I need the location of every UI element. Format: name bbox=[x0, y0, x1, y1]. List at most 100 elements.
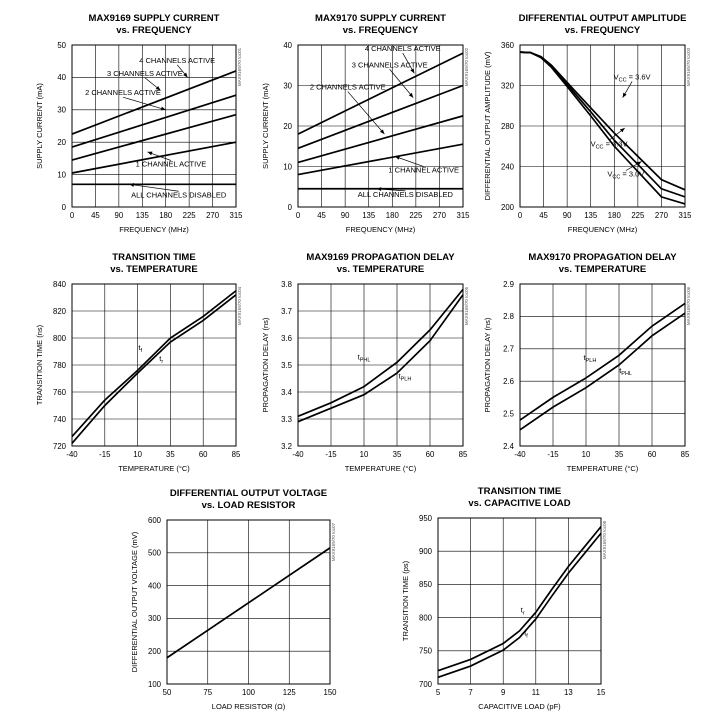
x-tick-label: 270 bbox=[433, 211, 447, 220]
x-tick-label: 0 bbox=[518, 211, 523, 220]
plot-frame bbox=[437, 517, 602, 685]
annotation-label: tf bbox=[138, 343, 142, 354]
figure-reference-code: MAX9169/70 toc02 bbox=[464, 47, 469, 86]
plot-frame bbox=[519, 283, 686, 447]
series-line-5 bbox=[297, 52, 464, 135]
annotation-label: 4 CHANNELS ACTIVE bbox=[365, 44, 441, 53]
x-axis-label: TEMPERATURE (°C) bbox=[118, 464, 190, 473]
annotation-leader bbox=[129, 183, 179, 192]
x-tick-label: 85 bbox=[681, 450, 690, 459]
annotation-leader bbox=[389, 69, 414, 98]
x-tick-label: 135 bbox=[362, 211, 376, 220]
x-tick-label: 45 bbox=[317, 211, 326, 220]
y-tick-label: 3.4 bbox=[281, 388, 293, 397]
series-line-1 bbox=[166, 547, 331, 659]
x-tick-label: 270 bbox=[206, 211, 220, 220]
x-tick-label: 45 bbox=[91, 211, 100, 220]
y-tick-label: 200 bbox=[501, 203, 515, 212]
series-line-2 bbox=[297, 143, 464, 176]
x-tick-label: 10 bbox=[133, 450, 142, 459]
y-tick-label: 800 bbox=[419, 613, 433, 622]
chart-subtitle: vs. FREQUENCY bbox=[116, 25, 192, 36]
y-tick-label: 3.6 bbox=[281, 334, 292, 343]
figure-reference-code: MAX9169/70 toc06 bbox=[686, 286, 691, 325]
annotation-arrowhead bbox=[183, 72, 188, 78]
chart-title: MAX9169 PROPAGATION DELAY bbox=[306, 252, 455, 263]
x-tick-label: 0 bbox=[70, 211, 75, 220]
y-tick-label: 3.7 bbox=[281, 307, 292, 316]
series-line-4 bbox=[71, 94, 237, 148]
y-tick-label: 10 bbox=[283, 162, 292, 171]
y-tick-label: 3.8 bbox=[281, 280, 292, 289]
annotation-label: 1 CHANNEL ACTIVE bbox=[388, 166, 459, 175]
x-tick-label: 125 bbox=[283, 688, 297, 697]
annotation-label: 3 CHANNELS ACTIVE bbox=[352, 60, 428, 69]
y-tick-label: 2.4 bbox=[503, 442, 515, 451]
annotation-arrowhead bbox=[619, 128, 625, 133]
y-tick-label: 740 bbox=[53, 415, 67, 424]
series-line-3 bbox=[71, 113, 237, 161]
annotation-arrowhead bbox=[622, 92, 627, 98]
x-tick-label: 90 bbox=[341, 211, 350, 220]
y-tick-label: 900 bbox=[419, 547, 433, 556]
y-tick-label: 850 bbox=[419, 580, 433, 589]
x-axis-label: TEMPERATURE (°C) bbox=[567, 464, 639, 473]
y-axis-label: DIFFERENTIAL OUTPUT VOLTAGE (mV) bbox=[130, 531, 139, 672]
y-tick-label: 300 bbox=[148, 614, 162, 623]
series-line-3 bbox=[519, 51, 686, 205]
annotation-label: tPLH bbox=[399, 372, 412, 383]
x-tick-label: 315 bbox=[456, 211, 470, 220]
figure-reference-code: MAX9169/70 toc01 bbox=[237, 47, 242, 86]
annotation-leader bbox=[347, 91, 385, 135]
chart-title: DIFFERENTIAL OUTPUT AMPLITUDE bbox=[519, 13, 687, 24]
y-tick-label: 3.2 bbox=[281, 442, 292, 451]
annotation-arrowhead bbox=[147, 151, 153, 156]
x-axis-label: LOAD RESISTOR (Ω) bbox=[212, 702, 286, 711]
chart-subtitle: vs. TEMPERATURE bbox=[559, 264, 646, 275]
series-line-4 bbox=[297, 84, 464, 150]
x-tick-label: 270 bbox=[655, 211, 669, 220]
chart-title: DIFFERENTIAL OUTPUT VOLTAGE bbox=[170, 488, 327, 499]
x-tick-label: 225 bbox=[631, 211, 645, 220]
chart-subtitle: vs. TEMPERATURE bbox=[110, 264, 197, 275]
y-axis-label: PROPAGATION DELAY (ns) bbox=[261, 317, 270, 412]
y-tick-label: 2.5 bbox=[503, 409, 515, 418]
x-tick-label: 90 bbox=[115, 211, 124, 220]
y-tick-label: 3.5 bbox=[281, 361, 293, 370]
x-axis-label: TEMPERATURE (°C) bbox=[345, 464, 417, 473]
y-tick-label: 320 bbox=[501, 81, 515, 90]
y-axis-label: SUPPLY CURRENT (mA) bbox=[35, 83, 44, 169]
annotation-label: tPHL bbox=[358, 353, 371, 364]
annotation-label: 2 CHANNELS ACTIVE bbox=[310, 83, 386, 92]
annotation-label: tr bbox=[159, 354, 163, 365]
x-tick-label: 7 bbox=[468, 688, 472, 697]
series-line-3 bbox=[297, 115, 464, 164]
x-tick-label: 315 bbox=[229, 211, 243, 220]
annotation-arrowhead bbox=[160, 106, 166, 111]
chart-subtitle: vs. LOAD RESISTOR bbox=[202, 500, 296, 511]
series-line-1 bbox=[437, 526, 602, 672]
x-tick-label: 5 bbox=[436, 688, 441, 697]
y-tick-label: 360 bbox=[501, 41, 515, 50]
chart-title: MAX9169 SUPPLY CURRENT bbox=[89, 13, 220, 24]
x-tick-label: 60 bbox=[648, 450, 657, 459]
figure-reference-code: MAX9169/70 toc07 bbox=[331, 522, 336, 561]
y-tick-label: 400 bbox=[148, 581, 162, 590]
series-line-5 bbox=[71, 70, 237, 135]
annotation-label: ALL CHANNELS DISABLED bbox=[131, 190, 227, 199]
x-tick-label: 50 bbox=[163, 688, 172, 697]
annotation-label: tf bbox=[524, 629, 528, 640]
y-tick-label: 10 bbox=[57, 170, 66, 179]
annotation-arrowhead bbox=[394, 156, 400, 160]
annotation-label: 4 CHANNELS ACTIVE bbox=[139, 56, 215, 65]
chart-title: MAX9170 PROPAGATION DELAY bbox=[528, 252, 677, 263]
annotation-leader bbox=[122, 96, 166, 111]
y-tick-label: 40 bbox=[283, 41, 292, 50]
series-line-2 bbox=[297, 294, 464, 423]
x-tick-label: -40 bbox=[292, 450, 304, 459]
y-tick-label: 0 bbox=[288, 203, 293, 212]
y-tick-label: 760 bbox=[53, 388, 67, 397]
series-line-1 bbox=[71, 294, 237, 444]
annotation-leader bbox=[394, 156, 424, 167]
